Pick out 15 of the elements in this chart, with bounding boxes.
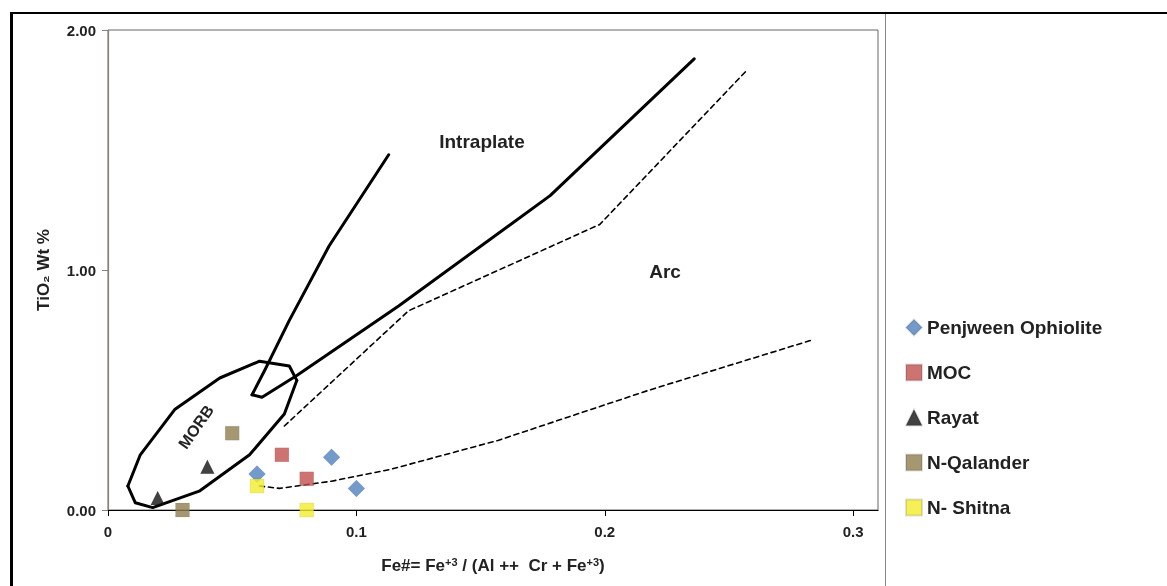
legend-label: N-Qalander <box>927 452 1031 473</box>
y-tick-label: 1.00 <box>66 261 96 279</box>
y-tick-label: 2.00 <box>66 21 96 39</box>
x-tick-label: 0 <box>103 523 113 540</box>
y-tick-label: 0.00 <box>66 501 96 519</box>
y-axis-title: TiO₂ Wt % <box>34 229 53 311</box>
legend-label: Penjween Ophiolite <box>927 317 1103 338</box>
x-tick-label: 0.3 <box>842 523 864 540</box>
legend-label: N- Shitna <box>927 497 1011 518</box>
x-tick-label: 0.1 <box>345 523 367 540</box>
annotation: Arc <box>649 260 682 282</box>
legend-label: Rayat <box>927 407 980 428</box>
legend-label: MOC <box>927 362 972 383</box>
x-tick-label: 0.2 <box>594 523 616 540</box>
annotation: Intraplate <box>439 130 525 152</box>
